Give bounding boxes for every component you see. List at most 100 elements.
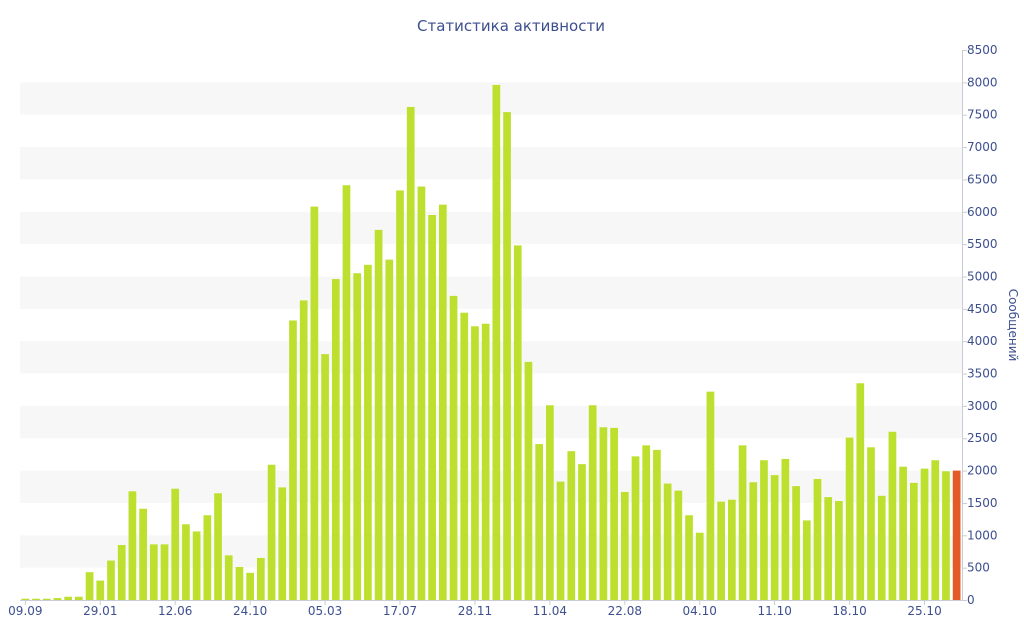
bar[interactable] xyxy=(246,572,254,600)
bar[interactable] xyxy=(342,185,351,601)
bar[interactable] xyxy=(160,544,169,600)
bar[interactable] xyxy=(235,567,244,600)
bar[interactable] xyxy=(567,451,576,600)
bar[interactable] xyxy=(374,229,383,600)
bar[interactable] xyxy=(224,555,233,600)
bar[interactable] xyxy=(578,464,586,600)
bar[interactable] xyxy=(32,598,40,600)
y-tick-label: 6000 xyxy=(967,205,998,219)
bar[interactable] xyxy=(182,524,190,600)
bar[interactable] xyxy=(535,444,544,600)
bar[interactable] xyxy=(406,106,415,600)
grid-band xyxy=(20,211,962,245)
grid-band xyxy=(20,147,962,180)
bar-current[interactable] xyxy=(952,470,961,600)
bar[interactable] xyxy=(299,300,308,600)
bar[interactable] xyxy=(620,491,629,600)
bar[interactable] xyxy=(310,206,319,600)
bar[interactable] xyxy=(321,354,329,600)
bar[interactable] xyxy=(856,383,865,600)
bar[interactable] xyxy=(428,215,436,600)
bar[interactable] xyxy=(396,190,404,600)
bar[interactable] xyxy=(257,557,265,600)
bar[interactable] xyxy=(610,427,618,600)
bar[interactable] xyxy=(192,531,201,600)
bar[interactable] xyxy=(85,572,94,600)
bar[interactable] xyxy=(931,460,940,600)
bar[interactable] xyxy=(792,486,800,600)
bar[interactable] xyxy=(695,532,704,600)
y-tick-label: 3000 xyxy=(967,399,998,413)
bar[interactable] xyxy=(353,273,362,600)
bar[interactable] xyxy=(631,456,640,600)
bar[interactable] xyxy=(835,501,843,600)
bar[interactable] xyxy=(289,320,297,600)
x-tick-label: 28.11 xyxy=(458,604,492,618)
bar[interactable] xyxy=(877,495,886,600)
bar[interactable] xyxy=(107,560,115,600)
bar[interactable] xyxy=(802,520,811,600)
bar[interactable] xyxy=(749,482,758,600)
bar[interactable] xyxy=(813,479,822,600)
bar[interactable] xyxy=(556,481,565,600)
bar[interactable] xyxy=(42,598,51,600)
x-tick-label: 29.01 xyxy=(83,604,117,618)
bar[interactable] xyxy=(449,295,458,600)
bar[interactable] xyxy=(267,464,276,600)
bar[interactable] xyxy=(128,491,137,600)
bar[interactable] xyxy=(899,466,907,600)
bar[interactable] xyxy=(492,84,501,600)
bar[interactable] xyxy=(117,545,126,600)
bar[interactable] xyxy=(942,471,950,600)
bar[interactable] xyxy=(728,499,736,600)
bar[interactable] xyxy=(760,460,768,600)
bar[interactable] xyxy=(417,186,426,600)
bar[interactable] xyxy=(588,405,597,600)
bar[interactable] xyxy=(96,580,105,600)
bar[interactable] xyxy=(460,312,469,600)
bar[interactable] xyxy=(738,445,747,600)
bar[interactable] xyxy=(471,326,479,600)
bar[interactable] xyxy=(214,493,222,600)
bar[interactable] xyxy=(888,431,897,600)
bar[interactable] xyxy=(171,488,180,600)
bar[interactable] xyxy=(781,458,790,600)
bar[interactable] xyxy=(203,515,212,600)
bar[interactable] xyxy=(845,437,854,600)
bar[interactable] xyxy=(53,598,62,600)
x-tick-label: 11.10 xyxy=(757,604,791,618)
bar[interactable] xyxy=(331,279,340,600)
bar[interactable] xyxy=(642,445,651,600)
bar[interactable] xyxy=(546,405,554,600)
grid-band xyxy=(20,276,962,309)
x-tick-label: 22.08 xyxy=(608,604,642,618)
bar[interactable] xyxy=(824,497,833,600)
bar[interactable] xyxy=(21,598,30,600)
bar[interactable] xyxy=(64,596,73,600)
bar[interactable] xyxy=(513,245,522,600)
bar[interactable] xyxy=(909,482,918,600)
bar[interactable] xyxy=(139,508,147,600)
bar[interactable] xyxy=(278,487,287,600)
bar[interactable] xyxy=(717,501,725,600)
x-tick-label: 17.07 xyxy=(383,604,417,618)
bar[interactable] xyxy=(385,259,394,600)
bar[interactable] xyxy=(867,447,875,600)
bar[interactable] xyxy=(685,515,693,600)
bar[interactable] xyxy=(770,475,779,600)
bar[interactable] xyxy=(706,391,715,600)
bar[interactable] xyxy=(503,112,511,601)
bar[interactable] xyxy=(674,490,683,600)
bar[interactable] xyxy=(481,323,490,600)
bar[interactable] xyxy=(75,596,83,600)
bar[interactable] xyxy=(599,427,608,600)
bar[interactable] xyxy=(149,544,158,600)
grid-band xyxy=(20,405,962,439)
bar[interactable] xyxy=(524,361,533,600)
bar[interactable] xyxy=(438,204,447,600)
y-tick-label: 0 xyxy=(967,593,975,607)
bar[interactable] xyxy=(663,483,672,600)
bar[interactable] xyxy=(364,264,372,600)
bar[interactable] xyxy=(653,449,661,600)
bar[interactable] xyxy=(920,468,929,600)
